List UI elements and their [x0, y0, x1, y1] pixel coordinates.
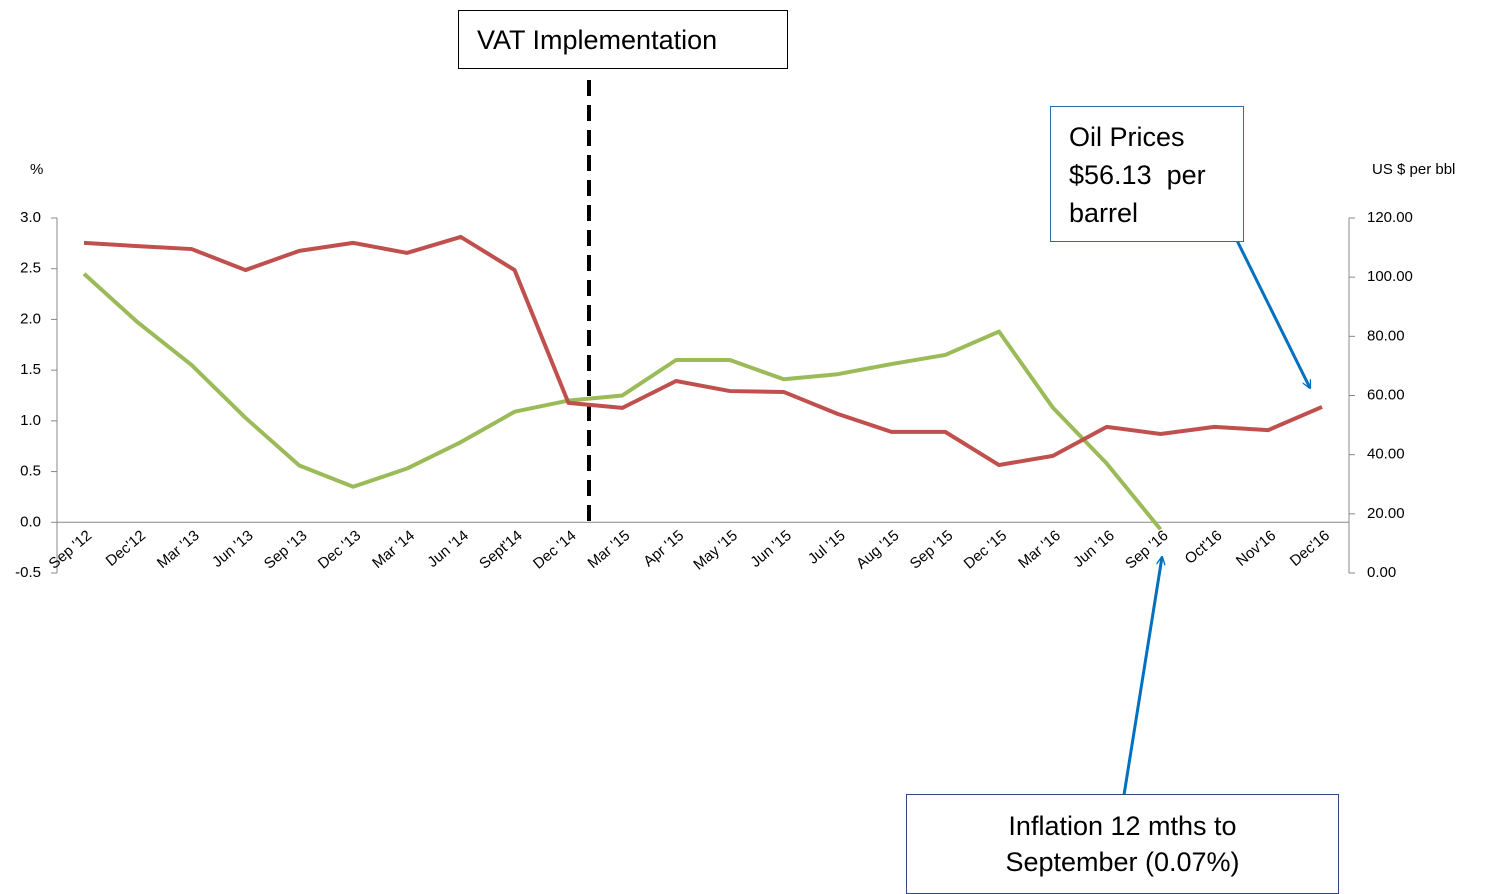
x-tick-label: Dec'12 — [103, 527, 149, 570]
x-tick-label: Sep '15 — [907, 527, 957, 572]
x-tick-label: Dec '15 — [961, 527, 1011, 572]
y-tick-label: 1.0 — [20, 412, 41, 429]
y2-tick-label: 80.00 — [1367, 327, 1405, 344]
x-tick-label: Sep '12 — [46, 527, 96, 572]
y2-tick-label: 0.00 — [1367, 564, 1396, 581]
series-line — [83, 234, 1323, 468]
x-tick-label: Jun '16 — [1070, 527, 1118, 571]
x-tick-label: Jun '13 — [209, 527, 257, 571]
x-tick-label: Mar '13 — [154, 527, 203, 572]
x-tick-label: Aug '15 — [853, 527, 903, 572]
x-tick-label: Dec '14 — [530, 527, 580, 572]
x-tick-label: Jun '15 — [747, 527, 795, 571]
y2-tick-label: 60.00 — [1367, 386, 1405, 403]
y2-tick-label: 20.00 — [1367, 505, 1405, 522]
y2-tick-label: 100.00 — [1367, 268, 1413, 285]
y-tick-label: 2.5 — [20, 260, 41, 277]
x-tick-label: Dec'16 — [1287, 527, 1333, 570]
x-tick-label: Oct'16 — [1182, 527, 1226, 568]
y2-tick-label: 120.00 — [1367, 209, 1413, 226]
y2-tick-label: 40.00 — [1367, 446, 1405, 463]
x-tick-label: Jun '14 — [424, 527, 472, 571]
inflation-annotation: Inflation 12 mths to September (0.07%) — [906, 794, 1339, 894]
inflation-arrow — [1122, 557, 1162, 796]
x-tick-label: Sep '16 — [1122, 527, 1172, 572]
oil-annotation: Oil Prices $56.13 per barrel — [1050, 106, 1244, 242]
x-tick-label: Mar '14 — [369, 527, 418, 572]
vat-annotation: VAT Implementation — [458, 10, 788, 69]
y-axis-label: % — [30, 161, 43, 178]
x-tick-label: Sept'14 — [476, 527, 526, 572]
x-tick-label: Jul '15 — [805, 527, 849, 568]
x-tick-label: Sep '13 — [261, 527, 311, 572]
y-tick-label: 0.0 — [20, 513, 41, 530]
y-tick-label: 3.0 — [20, 209, 41, 226]
y-tick-label: 1.5 — [20, 361, 41, 378]
series-line — [82, 272, 1163, 531]
y-tick-label: 2.0 — [20, 310, 41, 327]
x-tick-label: Mar '16 — [1015, 527, 1064, 572]
x-tick-label: Mar '15 — [584, 527, 633, 572]
y2-axis-label: US $ per bbl — [1372, 161, 1455, 178]
y-tick-label: -0.5 — [15, 564, 41, 581]
y-tick-label: 0.5 — [20, 463, 41, 480]
x-tick-label: Nov'16 — [1233, 527, 1279, 570]
x-tick-label: Apr '15 — [640, 527, 687, 570]
x-tick-label: Dec '13 — [315, 527, 365, 572]
x-tick-label: May '15 — [690, 527, 741, 573]
